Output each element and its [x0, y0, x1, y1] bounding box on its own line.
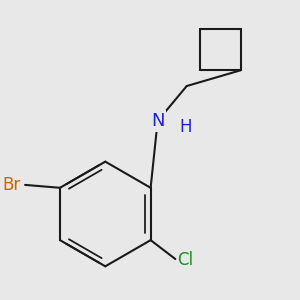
Text: Br: Br	[2, 176, 21, 194]
Text: N: N	[151, 112, 164, 130]
Text: Cl: Cl	[177, 251, 193, 269]
Text: H: H	[179, 118, 192, 136]
